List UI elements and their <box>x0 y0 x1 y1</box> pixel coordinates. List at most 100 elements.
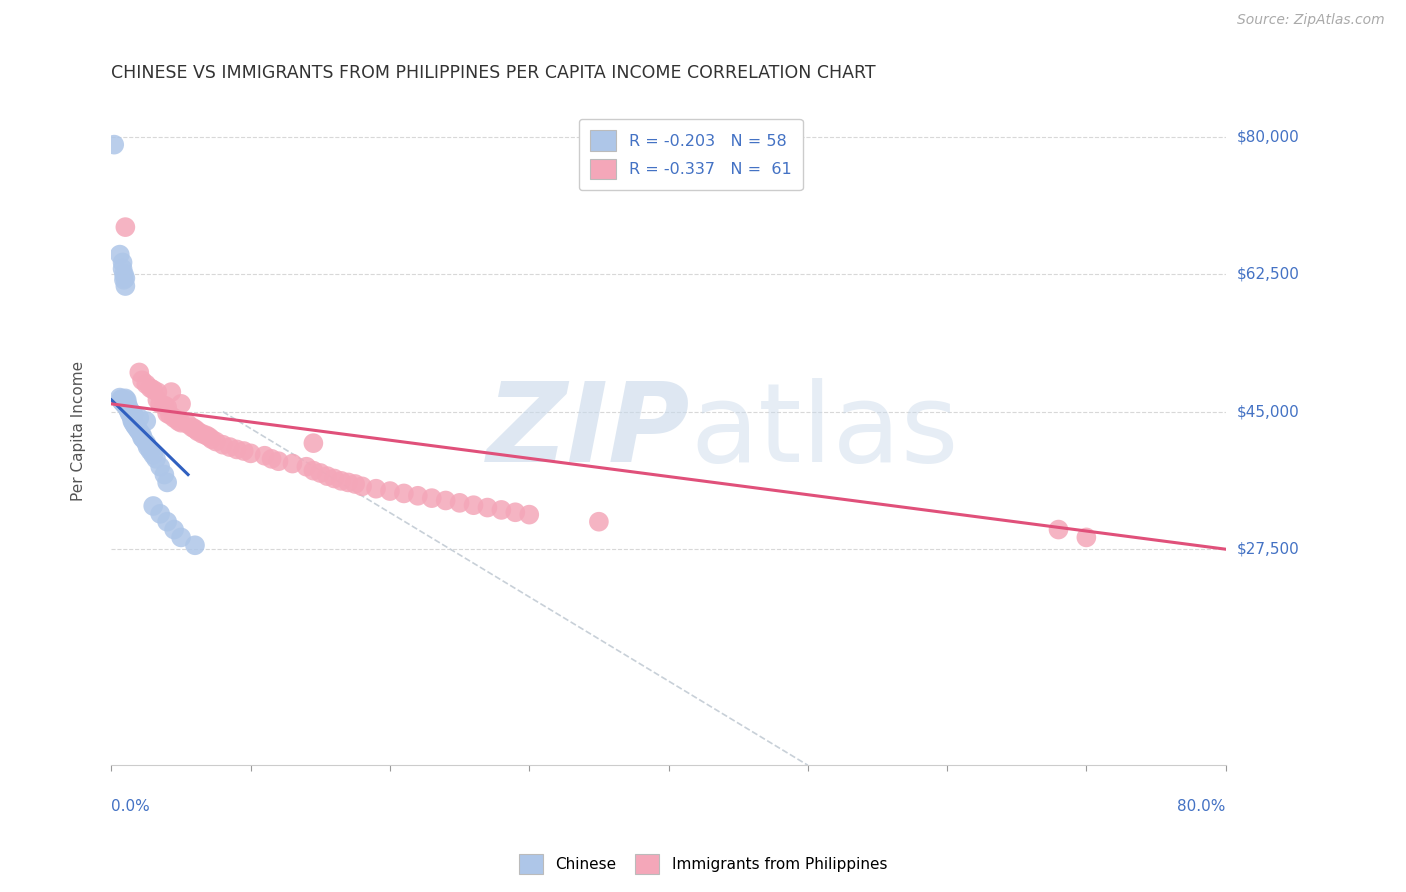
Point <box>125 420 148 434</box>
Text: $45,000: $45,000 <box>1237 404 1299 419</box>
Point <box>129 426 152 441</box>
Point <box>110 392 132 406</box>
Text: 80.0%: 80.0% <box>1177 798 1226 814</box>
Point <box>118 406 141 420</box>
Point <box>142 448 165 462</box>
Point <box>114 279 136 293</box>
Point <box>115 398 138 412</box>
Point <box>108 391 131 405</box>
Point <box>281 457 304 471</box>
Point <box>111 255 134 269</box>
Point <box>364 482 387 496</box>
Point <box>153 467 176 482</box>
Point <box>187 425 209 439</box>
Point <box>120 409 142 423</box>
Point <box>260 451 283 466</box>
Point <box>124 418 146 433</box>
Point <box>131 431 153 445</box>
Point <box>156 515 179 529</box>
Point <box>135 377 157 392</box>
Point <box>146 392 169 407</box>
Point <box>128 366 150 380</box>
Point <box>330 474 353 488</box>
Point <box>449 496 471 510</box>
Point <box>181 420 204 434</box>
Point <box>145 451 167 466</box>
Text: $80,000: $80,000 <box>1237 129 1299 145</box>
Point <box>1047 523 1070 537</box>
Point <box>211 438 233 452</box>
Point <box>131 373 153 387</box>
Point <box>316 469 339 483</box>
Point <box>491 503 513 517</box>
Point <box>149 397 172 411</box>
Point <box>142 383 165 397</box>
Point <box>184 422 207 436</box>
Point <box>146 385 169 400</box>
Point <box>128 411 150 425</box>
Text: 0.0%: 0.0% <box>111 798 150 814</box>
Text: $27,500: $27,500 <box>1237 541 1299 557</box>
Text: ZIP: ZIP <box>488 378 690 485</box>
Point <box>121 412 143 426</box>
Point <box>195 428 218 442</box>
Point <box>142 499 165 513</box>
Text: $62,500: $62,500 <box>1237 267 1299 282</box>
Point <box>149 507 172 521</box>
Text: Per Capita Income: Per Capita Income <box>70 361 86 501</box>
Point <box>302 464 325 478</box>
Point <box>139 381 162 395</box>
Point <box>163 411 186 425</box>
Point <box>170 397 193 411</box>
Point <box>218 440 240 454</box>
Point <box>156 400 179 414</box>
Point <box>135 414 157 428</box>
Point <box>114 271 136 285</box>
Point <box>302 436 325 450</box>
Point <box>232 444 254 458</box>
Point <box>163 523 186 537</box>
Point <box>420 491 443 505</box>
Point <box>117 401 139 415</box>
Point <box>191 426 214 441</box>
Point <box>110 393 132 408</box>
Legend: Chinese, Immigrants from Philippines: Chinese, Immigrants from Philippines <box>513 848 893 880</box>
Point <box>117 399 139 413</box>
Point <box>477 500 499 515</box>
Point <box>205 434 228 449</box>
Point <box>114 392 136 406</box>
Point <box>112 267 135 281</box>
Point <box>135 436 157 450</box>
Point <box>121 411 143 425</box>
Point <box>132 432 155 446</box>
Point <box>136 440 159 454</box>
Point <box>170 530 193 544</box>
Point <box>156 406 179 420</box>
Point <box>122 408 145 422</box>
Point <box>177 417 200 432</box>
Point <box>1076 530 1098 544</box>
Point <box>505 505 527 519</box>
Point <box>114 399 136 413</box>
Point <box>127 423 149 437</box>
Point <box>434 493 457 508</box>
Point <box>149 459 172 474</box>
Point <box>118 403 141 417</box>
Point <box>108 247 131 261</box>
Point <box>117 403 139 417</box>
Point <box>103 137 125 152</box>
Point <box>170 416 193 430</box>
Point <box>184 538 207 552</box>
Point <box>115 392 138 407</box>
Point <box>139 444 162 458</box>
Point <box>201 432 224 446</box>
Point <box>167 414 190 428</box>
Point <box>114 220 136 235</box>
Text: atlas: atlas <box>690 378 959 485</box>
Point <box>392 486 415 500</box>
Point <box>344 477 367 491</box>
Point <box>112 273 135 287</box>
Point <box>406 489 429 503</box>
Point <box>112 397 135 411</box>
Point <box>337 475 360 490</box>
